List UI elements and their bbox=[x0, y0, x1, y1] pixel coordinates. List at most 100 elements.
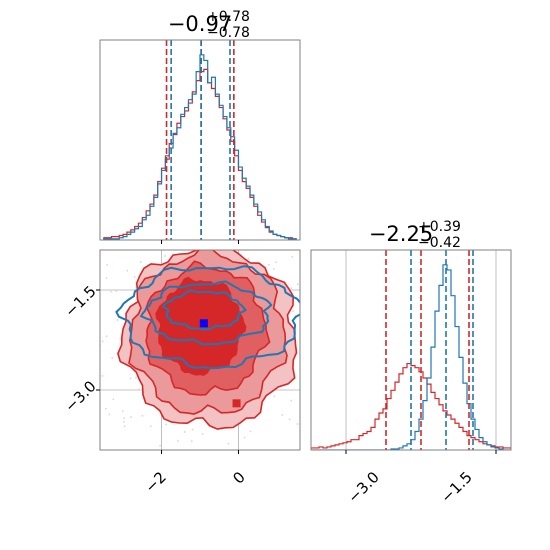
panel1-title-main: −0.97 bbox=[168, 12, 232, 36]
p3-sample-point bbox=[296, 423, 299, 425]
p3-sample-point bbox=[98, 327, 100, 329]
p3-plot-area bbox=[91, 206, 338, 459]
p3-sample-point bbox=[191, 428, 194, 431]
p3-xtick-label-0: −2 bbox=[141, 468, 169, 496]
p3-blue-point-0 bbox=[199, 319, 208, 328]
p3-sample-point bbox=[247, 257, 250, 260]
p3-sample-point bbox=[121, 410, 124, 412]
p3-sample-point bbox=[151, 227, 153, 229]
p3-sample-point bbox=[129, 377, 132, 380]
p3-sample-point bbox=[290, 399, 293, 402]
p3-sample-point bbox=[307, 364, 309, 366]
p3-sample-point bbox=[91, 338, 93, 340]
p3-sample-point bbox=[119, 338, 122, 340]
p3-sample-point bbox=[165, 423, 168, 426]
p3-red-point-1 bbox=[192, 329, 201, 338]
p1-plot-area bbox=[103, 40, 297, 240]
p3-sample-point bbox=[96, 360, 98, 362]
panel2-title-main: −2.25 bbox=[369, 222, 433, 246]
p3-sample-point bbox=[300, 324, 302, 326]
p3-sample-point bbox=[227, 442, 230, 445]
p3-sample-point bbox=[198, 457, 200, 459]
p3-sample-point bbox=[242, 219, 244, 221]
p3-sample-point bbox=[141, 415, 144, 417]
p3-red-point-0 bbox=[196, 309, 204, 318]
p3-sample-point bbox=[201, 433, 204, 435]
p3-sample-point bbox=[323, 363, 325, 365]
p3-sample-point bbox=[288, 418, 291, 421]
p3-sample-point bbox=[121, 289, 124, 291]
p3-sample-point bbox=[209, 214, 211, 216]
p3-sample-point bbox=[315, 276, 317, 278]
p3-sample-point bbox=[281, 414, 284, 416]
p2-red-hist bbox=[311, 362, 511, 450]
p3-sample-point bbox=[177, 440, 179, 442]
p3-sample-point bbox=[123, 417, 125, 419]
p3-sample-point bbox=[150, 425, 152, 428]
p2-xtick-label-1: −1.5 bbox=[437, 468, 475, 506]
p3-sample-point bbox=[159, 244, 161, 246]
p3-sample-point bbox=[325, 269, 327, 271]
p3-sample-point bbox=[116, 319, 119, 321]
p3-sample-point bbox=[297, 283, 299, 285]
p3-sample-point bbox=[268, 264, 270, 266]
p3-sample-point bbox=[101, 375, 104, 377]
p3-sample-point bbox=[112, 398, 115, 401]
p3-sample-point bbox=[108, 413, 111, 416]
p3-sample-point bbox=[115, 290, 118, 292]
p3-sample-point bbox=[292, 310, 294, 312]
p3-sample-point bbox=[217, 206, 219, 208]
p3-sample-point bbox=[111, 357, 113, 359]
p3-blue-contour-2 bbox=[161, 289, 247, 331]
p3-sample-point bbox=[322, 292, 324, 294]
p3-sample-point bbox=[331, 370, 333, 372]
p1-blue-hist bbox=[103, 54, 297, 240]
p3-blue-contour-0 bbox=[139, 280, 273, 346]
p3-sample-point bbox=[282, 227, 284, 229]
p3-sample-point bbox=[218, 218, 220, 220]
p3-sample-point bbox=[105, 335, 108, 338]
p3-sample-point bbox=[336, 330, 338, 332]
p2-plot-area bbox=[311, 250, 511, 450]
p3-sample-point bbox=[318, 367, 320, 369]
p3-sample-point bbox=[130, 416, 132, 418]
p3-sample-point bbox=[273, 268, 275, 270]
p3-sample-point bbox=[301, 411, 303, 413]
p3-sample-point bbox=[135, 376, 137, 379]
p3-xtick-label-1: 0 bbox=[229, 468, 248, 487]
p3-red-point-3 bbox=[232, 399, 241, 408]
p3-sample-point bbox=[315, 384, 317, 386]
p3-blue-contour-1 bbox=[115, 265, 300, 370]
p3-sample-point bbox=[126, 269, 129, 272]
panel2-title-sub: −0.42 bbox=[418, 235, 461, 251]
p3-sample-point bbox=[190, 440, 193, 442]
p3-sample-point bbox=[302, 315, 304, 317]
p3-ytick-label-0: −1.5 bbox=[61, 282, 99, 320]
panel1-histogram bbox=[99, 39, 301, 244]
panel2-title: −2.25 bbox=[369, 222, 433, 246]
p3-sample-point bbox=[221, 206, 223, 208]
p3-sample-point bbox=[290, 287, 292, 289]
p3-sample-point bbox=[118, 241, 120, 243]
p3-sample-point bbox=[187, 235, 189, 237]
p3-sample-point bbox=[106, 264, 108, 266]
p3-sample-point bbox=[159, 445, 161, 447]
p3-sample-point bbox=[308, 394, 310, 396]
p3-sample-point bbox=[273, 395, 276, 398]
p3-sample-point bbox=[232, 243, 234, 245]
p3-sample-point bbox=[138, 388, 140, 391]
p3-sample-point bbox=[312, 360, 314, 362]
p3-sample-point bbox=[305, 345, 307, 347]
p3-sample-point bbox=[122, 421, 125, 423]
p3-red-point-2 bbox=[207, 349, 216, 358]
p3-sample-point bbox=[207, 221, 209, 223]
p3-sample-point bbox=[243, 436, 246, 439]
p3-sample-point bbox=[306, 250, 308, 252]
p3-sample-point bbox=[133, 276, 136, 278]
p3-sample-point bbox=[140, 261, 142, 263]
p3-sample-point bbox=[312, 397, 314, 399]
p3-sample-point bbox=[318, 393, 320, 395]
p3-sample-point bbox=[320, 329, 322, 331]
p3-sample-point bbox=[249, 430, 252, 433]
p3-sample-point bbox=[123, 425, 126, 427]
